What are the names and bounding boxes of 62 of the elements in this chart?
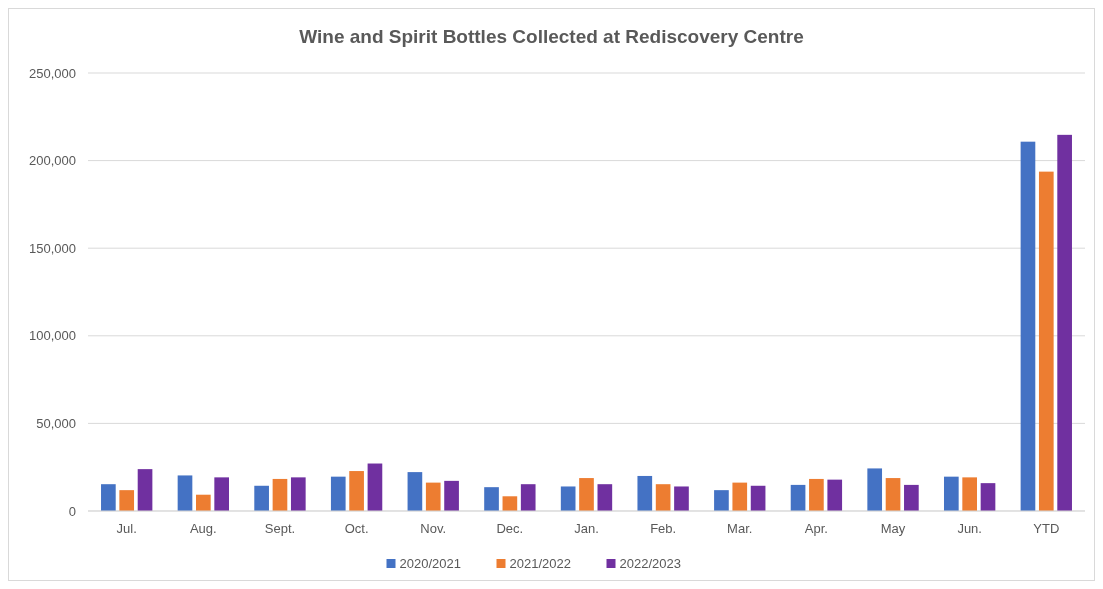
x-tick-label: May [880, 521, 906, 536]
bar [980, 483, 996, 511]
x-tick-label: Oct. [344, 521, 369, 536]
legend-label: 2020/2021 [399, 556, 461, 571]
x-tick-label: Feb. [650, 521, 677, 536]
y-tick-label: 0 [68, 503, 76, 519]
chart-title: Wine and Spirit Bottles Collected at Rediscovery Centre [299, 26, 804, 47]
bar [904, 484, 919, 511]
bar [962, 477, 977, 511]
x-tick-label: Aug. [189, 521, 217, 536]
bar [944, 476, 959, 511]
bar [330, 476, 346, 511]
x-tick-label: YTD [1033, 521, 1060, 536]
bar [425, 482, 441, 511]
bar [637, 475, 653, 511]
bar [1057, 134, 1072, 511]
bar [597, 484, 613, 511]
bar [732, 482, 748, 511]
y-tick-label: 100,000 [29, 328, 76, 344]
x-tick-label: Nov. [420, 521, 447, 536]
y-tick-label: 150,000 [29, 240, 76, 256]
x-tick-label: Jul. [116, 521, 137, 536]
bar [827, 479, 843, 511]
y-tick-label: 200,000 [29, 153, 76, 169]
bar [290, 477, 306, 511]
bar [272, 478, 288, 511]
bar [444, 480, 459, 511]
bar [560, 486, 576, 511]
bar [196, 494, 211, 511]
x-tick-label: Apr. [804, 521, 828, 536]
bar [502, 496, 518, 511]
bar [1020, 141, 1036, 511]
x-tick-label: Mar. [727, 521, 753, 536]
x-tick-label: Jan. [574, 521, 599, 536]
bar [885, 478, 901, 511]
bar [714, 490, 729, 511]
bar [809, 478, 824, 511]
x-tick-label: Dec. [496, 521, 524, 536]
bar [655, 484, 671, 511]
bar [137, 469, 153, 511]
bar [867, 468, 883, 511]
bar [367, 463, 383, 511]
y-tick-label: 250,000 [29, 65, 76, 81]
bar [407, 472, 423, 511]
bar [349, 471, 364, 511]
bar [119, 490, 135, 511]
y-tick-label: 50,000 [36, 415, 76, 431]
bar [177, 475, 193, 511]
bar [674, 486, 689, 511]
bar [101, 484, 116, 511]
bar [484, 487, 499, 511]
x-tick-label: Jun. [957, 521, 982, 536]
bar [750, 485, 766, 511]
bar [520, 484, 536, 511]
bar [790, 484, 806, 511]
x-tick-label: Sept. [264, 521, 296, 536]
bar [1038, 171, 1054, 511]
bar [579, 478, 594, 511]
bar [214, 477, 230, 511]
legend-label: 2022/2023 [619, 556, 681, 571]
legend-label: 2021/2022 [509, 556, 571, 571]
bar [254, 485, 269, 511]
